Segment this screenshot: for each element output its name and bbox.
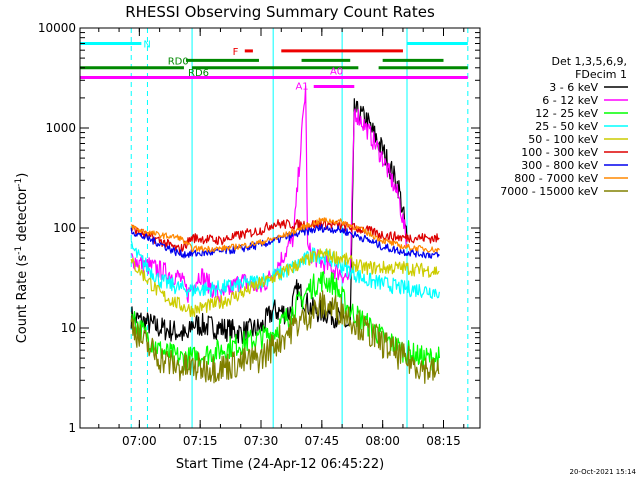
- y-axis: 1 10 100 1000 10000: [38, 21, 480, 435]
- legend-entry-label: 50 - 100 keV: [528, 133, 598, 146]
- flag-label: RD0: [168, 56, 189, 67]
- series-layer: [130, 85, 440, 384]
- series-line: [130, 271, 440, 371]
- x-tick-label: 07:45: [305, 434, 340, 448]
- x-axis: 07:00 07:15 07:30 07:45 08:00 08:15: [98, 28, 465, 448]
- flag-label: A0: [330, 66, 343, 77]
- legend-entry-label: 6 - 12 keV: [542, 94, 598, 107]
- x-tick-label: 08:15: [426, 434, 461, 448]
- series-line: [131, 85, 408, 304]
- flag-label: RD6: [188, 68, 209, 79]
- legend-header: FDecim 1: [575, 68, 627, 81]
- y-tick-label: 10: [61, 321, 76, 335]
- y-tick-label: 1: [68, 421, 76, 435]
- legend-entry-label: 12 - 25 keV: [535, 107, 598, 120]
- legend-entry-label: 300 - 800 keV: [521, 159, 598, 172]
- flag-label: N: [143, 39, 150, 50]
- legend-entry-label: 7000 - 15000 keV: [500, 185, 598, 198]
- series-line: [130, 218, 440, 255]
- y-axis-label-superscript: -1: [14, 178, 24, 187]
- x-tick-label: 07:30: [244, 434, 279, 448]
- legend-entry-label: 800 - 7000 keV: [514, 172, 598, 185]
- y-tick-label: 1000: [45, 121, 76, 135]
- y-axis-label-part: detector: [15, 186, 30, 246]
- series-line: [130, 217, 440, 253]
- y-axis-label-part: ): [15, 173, 30, 178]
- legend-entry-label: 25 - 50 keV: [535, 120, 598, 133]
- legend-entry-label: 3 - 6 keV: [549, 81, 598, 94]
- legend-entry-label: 100 - 300 keV: [521, 146, 598, 159]
- x-tick-label: 07:00: [122, 434, 157, 448]
- series-line: [130, 248, 440, 318]
- timestamp: 20-Oct-2021 15:14: [570, 468, 637, 476]
- y-axis-label-part: Count Rate (s: [15, 255, 30, 344]
- chart-title: RHESSI Observing Summary Count Rates: [125, 3, 435, 21]
- flag-label: A1: [295, 82, 308, 93]
- flag-label: F: [233, 47, 239, 58]
- y-tick-label: 100: [53, 221, 76, 235]
- series-line: [130, 290, 440, 384]
- x-tick-label: 07:15: [183, 434, 218, 448]
- x-axis-label: Start Time (24-Apr-12 06:45:22): [176, 457, 384, 472]
- legend-header: Det 1,3,5,6,9,: [551, 55, 627, 68]
- y-axis-label-superscript: -1: [14, 246, 24, 255]
- series-line: [130, 98, 408, 344]
- x-tick-label: 08:00: [365, 434, 400, 448]
- y-tick-label: 10000: [38, 21, 76, 35]
- y-axis-label: Count Rate (s-1 detector-1): [14, 173, 30, 344]
